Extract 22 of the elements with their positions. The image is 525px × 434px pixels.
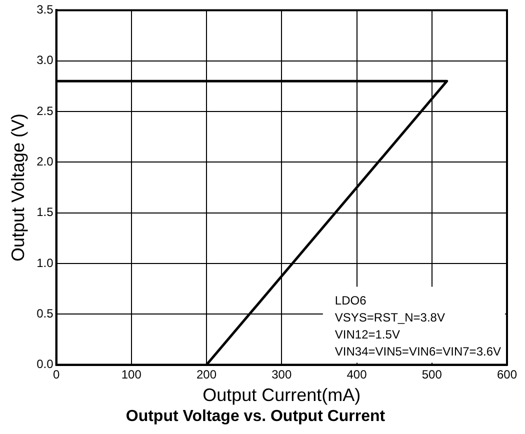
annotation: LDO6 — [334, 294, 367, 308]
y-tick-label: 1.0 — [36, 256, 54, 270]
x-tick-label: 200 — [196, 367, 217, 382]
annotation: VSYS=RST_N=3.8V — [334, 310, 445, 325]
x-tick-label: 300 — [272, 367, 292, 382]
y-tick-label: 0.5 — [36, 306, 54, 320]
y-tick-label: 2.5 — [36, 104, 54, 118]
x-tick-label: 100 — [121, 367, 142, 382]
y-tick-label: 3.0 — [36, 53, 54, 68]
x-tick-label: 0 — [52, 367, 60, 382]
y-tick-label: 2.0 — [36, 154, 54, 168]
annotation: VIN34=VIN5=VIN6=VIN7=3.6V — [334, 344, 502, 359]
x-axis-title: Output Current(mA) — [202, 384, 361, 405]
y-tick-label: 3.5 — [36, 2, 54, 17]
y-axis-title: Output Voltage (V) — [8, 113, 28, 262]
x-tick-label: 600 — [496, 367, 518, 382]
y-tick-label: 1.5 — [36, 205, 54, 220]
text: Output Voltage vs. Output Current — [126, 408, 386, 425]
x-tick-label: 400 — [346, 367, 368, 382]
y-tick-label: 0.0 — [36, 357, 54, 372]
x-tick-label: 500 — [422, 367, 442, 382]
annotation: VIN12=1.5V — [334, 328, 400, 342]
